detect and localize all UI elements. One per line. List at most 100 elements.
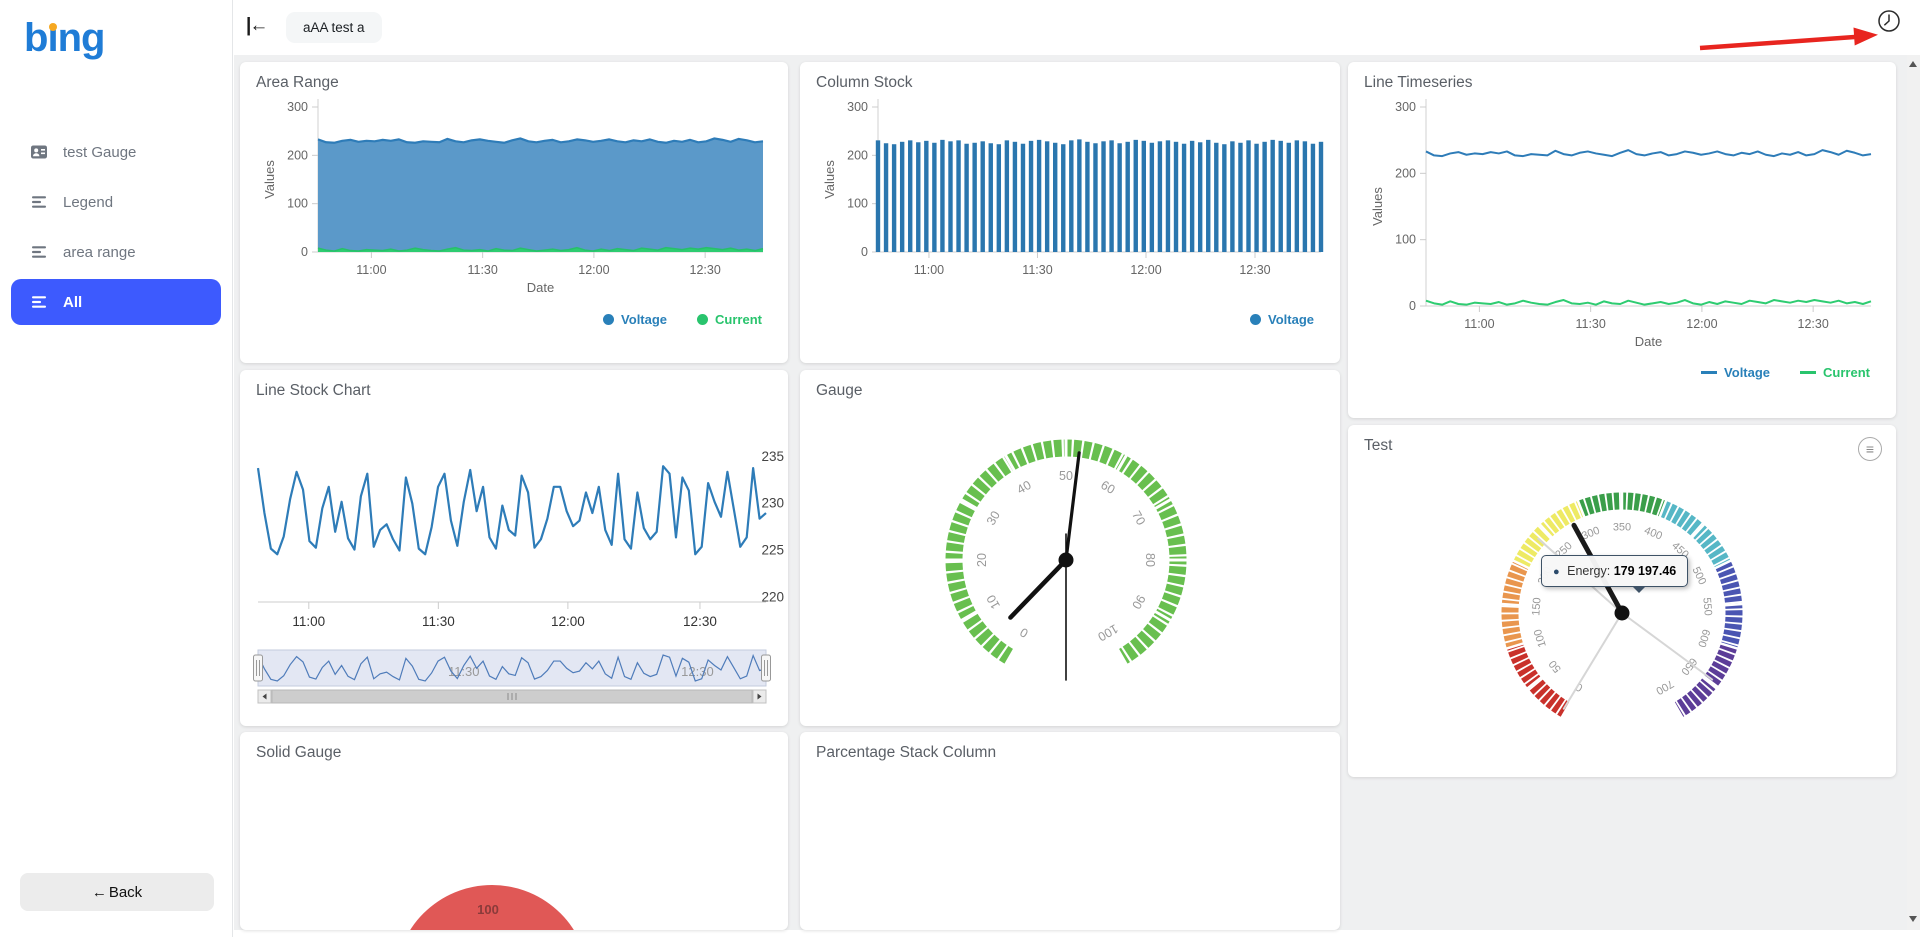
id-badge-icon [30, 143, 48, 161]
svg-text:90: 90 [1129, 592, 1148, 611]
svg-text:Values: Values [822, 160, 837, 199]
chart-legend[interactable]: Voltage Current [603, 312, 762, 327]
svg-text:30: 30 [984, 509, 1003, 528]
chart-legend[interactable]: Voltage [1250, 312, 1314, 327]
legend-marker-voltage [1701, 371, 1718, 374]
svg-text:100: 100 [287, 197, 308, 211]
svg-text:235: 235 [761, 449, 784, 464]
svg-text:500: 500 [1689, 565, 1708, 587]
card-area-range: 0 100 200 300 11:00 11:30 12:00 12:30 Date Values… [240, 62, 788, 363]
legend-marker-voltage [1250, 314, 1261, 325]
legend-label: Voltage [1724, 365, 1771, 380]
card-line-timeseries: 0 100 200 300 11:00 11:30 12:00 12:30 Date Values… [1348, 62, 1896, 418]
svg-text:300: 300 [1395, 100, 1416, 114]
chart-scrollbar[interactable] [257, 689, 767, 704]
line-timeseries-chart[interactable]: 0 100 200 300 11:00 11:30 12:00 12:30 Date Values [1348, 62, 1896, 418]
logo-text: b [24, 16, 48, 60]
scroll-down-arrow[interactable] [1909, 916, 1917, 922]
list-lines-icon [30, 293, 48, 311]
svg-text:200: 200 [287, 148, 308, 162]
scroll-up-arrow[interactable] [1909, 61, 1917, 67]
svg-text:40: 40 [1015, 478, 1034, 497]
sidebar-item-label: Legend [63, 193, 114, 211]
svg-text:100: 100 [847, 197, 868, 211]
svg-text:11:30: 11:30 [422, 614, 455, 629]
card-gauge: 0 10 20 30 40 50 60 70 80 90 100 Gauge [800, 370, 1340, 726]
sidebar-item-label: area range [63, 243, 136, 261]
sidebar-item-legend[interactable]: Legend [11, 179, 221, 225]
svg-text:70: 70 [1129, 509, 1148, 528]
card-title: Parcentage Stack Column [816, 744, 997, 761]
svg-text:550: 550 [1700, 597, 1713, 616]
card-title: Area Range [256, 74, 339, 91]
svg-text:0: 0 [1409, 299, 1416, 313]
navigator-handle-left[interactable] [253, 654, 263, 682]
svg-text:0: 0 [1018, 625, 1031, 641]
legend-label: Current [1823, 365, 1870, 380]
gauge-chart[interactable]: 0 10 20 30 40 50 60 70 80 90 100 [800, 370, 1340, 726]
svg-text:650: 650 [1678, 655, 1699, 677]
svg-text:350: 350 [1613, 522, 1631, 534]
navigator[interactable]: 11:30 12:30 [253, 649, 771, 687]
chart-tooltip: ● Energy: 179 197.46 [1541, 555, 1689, 593]
bing-logo[interactable]: bı ng [24, 16, 105, 60]
card-test: 0501001502002503003504004505005506006507… [1348, 425, 1896, 777]
clock-icon[interactable] [1877, 9, 1901, 33]
test-gauge-chart[interactable]: 0501001502002503003504004505005506006507… [1348, 425, 1896, 777]
card-solid-gauge: 100 Solid Gauge [240, 732, 788, 930]
svg-text:150: 150 [1530, 597, 1543, 616]
logo-dot [49, 23, 58, 31]
svg-text:Date: Date [1635, 334, 1662, 349]
dashboard-tab[interactable]: aAA test a [286, 12, 382, 43]
svg-text:80: 80 [1143, 553, 1157, 567]
back-arrow-icon: ← [91, 883, 107, 901]
svg-text:0: 0 [301, 245, 308, 259]
gauge-hand [1064, 451, 1081, 562]
svg-text:230: 230 [761, 496, 784, 511]
svg-text:11:00: 11:00 [914, 263, 944, 277]
legend-marker-current [697, 314, 709, 325]
sidebar-item-test-gauge[interactable]: test Gauge [11, 129, 221, 175]
back-button[interactable]: ← Back [20, 873, 214, 911]
svg-text:300: 300 [847, 100, 868, 114]
svg-text:10: 10 [984, 592, 1003, 611]
svg-text:11:00: 11:00 [356, 263, 386, 277]
svg-text:11:30: 11:30 [1575, 317, 1605, 331]
annotation-arrow [1699, 27, 1878, 51]
svg-text:100: 100 [1095, 621, 1120, 644]
navigator-handle-right[interactable] [761, 654, 771, 682]
collapse-sidebar-icon[interactable]: |← [246, 15, 268, 36]
sidebar-item-label: All [63, 293, 83, 311]
page-scrollbar[interactable] [1907, 55, 1920, 930]
card-title: Gauge [816, 382, 863, 399]
column-stock-chart[interactable]: 0 100 200 300 11:00 11:30 12:00 12:30 Values [800, 62, 1340, 363]
sidebar: bı ng test Gauge Legend area range [0, 0, 233, 937]
svg-text:100: 100 [1395, 233, 1416, 247]
svg-text:12:30: 12:30 [1798, 317, 1829, 331]
svg-text:12:00: 12:00 [578, 263, 609, 277]
svg-text:Date: Date [527, 280, 554, 295]
card-title: Line Timeseries [1364, 74, 1473, 91]
chart-context-menu-icon[interactable]: ≡ [1858, 437, 1882, 461]
legend-label: Voltage [621, 312, 668, 327]
svg-text:700: 700 [1654, 677, 1676, 697]
svg-text:12:30: 12:30 [683, 614, 717, 629]
list-lines-icon [30, 243, 48, 261]
svg-text:12:30: 12:30 [690, 263, 721, 277]
card-column-stock: 0 100 200 300 11:00 11:30 12:00 12:30 Values Col… [800, 62, 1340, 363]
sidebar-item-area-range[interactable]: area range [11, 229, 221, 275]
dashboard: 0 100 200 300 11:00 11:30 12:00 12:30 Date Values… [234, 55, 1907, 930]
area-range-chart[interactable]: 0 100 200 300 11:00 11:30 12:00 12:30 Date Values [240, 62, 788, 363]
card-line-stock: 11:00 11:30 12:00 12:30 220 225 230 235 11:30 12:… [240, 370, 788, 726]
sidebar-item-all[interactable]: All [11, 279, 221, 325]
card-title: Solid Gauge [256, 744, 342, 761]
list-lines-icon [30, 193, 48, 211]
legend-label: Voltage [1268, 312, 1314, 327]
svg-text:11:00: 11:00 [1464, 317, 1494, 331]
line-stock-chart[interactable]: 11:00 11:30 12:00 12:30 220 225 230 235 11:30 12:… [240, 370, 788, 726]
svg-text:300: 300 [287, 100, 308, 114]
chart-legend[interactable]: Voltage Current [1701, 365, 1870, 380]
gauge-hand [1562, 612, 1623, 710]
solid-gauge-chart[interactable]: 100 [240, 732, 788, 930]
